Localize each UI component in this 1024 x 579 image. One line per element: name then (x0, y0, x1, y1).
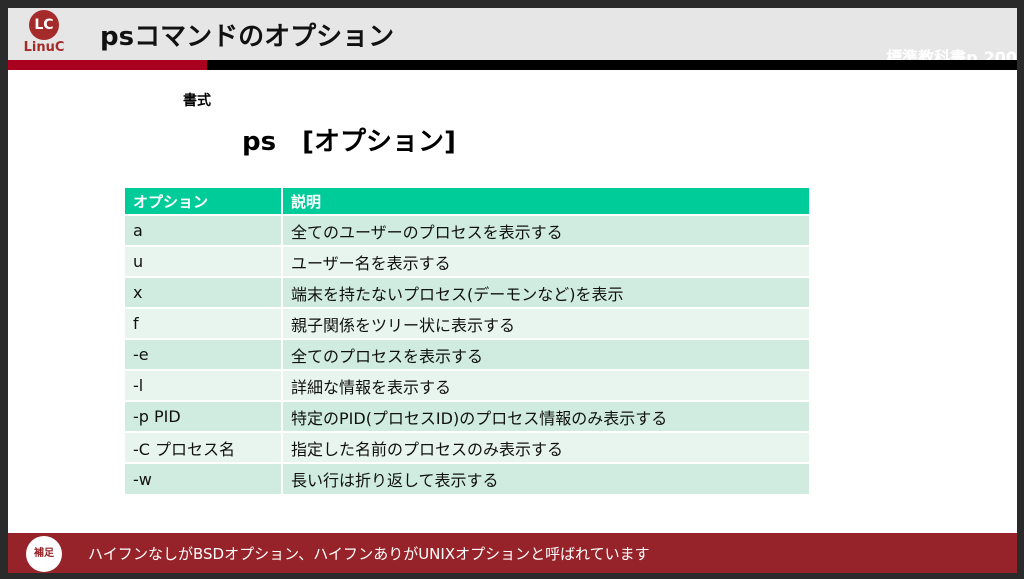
option-cell: x (125, 276, 283, 308)
description-cell: 指定した名前のプロセスのみ表示する (282, 431, 809, 463)
option-cell: -p PID (125, 400, 283, 432)
options-table: オプション 説明 a 全てのユーザーのプロセスを表示する u ユーザー名を表示する x 端… (125, 188, 809, 494)
option-cell: -C プロセス名 (125, 431, 283, 463)
table-row: f 親子関係をツリー状に表示する (125, 307, 809, 339)
header: LC LinuC psコマンドのオプション 標準教科書p.200 (8, 8, 1017, 67)
description-cell: ユーザー名を表示する (282, 245, 809, 277)
description-cell: 詳細な情報を表示する (282, 369, 809, 401)
description-cell: 全てのプロセスを表示する (282, 338, 809, 370)
option-cell: -e (125, 338, 283, 370)
description-cell: 長い行は折り返して表示する (282, 462, 809, 494)
footer: 補足 ハイフンなしがBSDオプション、ハイフンありがUNIXオプションと呼ばれて… (8, 533, 1017, 573)
slide: LC LinuC psコマンドのオプション 標準教科書p.200 書式 ps [… (8, 8, 1017, 573)
option-cell: -w (125, 462, 283, 494)
option-cell: f (125, 307, 283, 339)
format-syntax: ps [オプション] (242, 127, 456, 157)
option-cell: a (125, 214, 283, 246)
table-row: -C プロセス名 指定した名前のプロセスのみ表示する (125, 431, 809, 463)
column-header: 説明 (282, 188, 809, 215)
table-row: a 全てのユーザーのプロセスを表示する (125, 214, 809, 246)
table-row: u ユーザー名を表示する (125, 245, 809, 277)
option-cell: -l (125, 369, 283, 401)
accent-bar-red (8, 60, 207, 70)
table-row: -w 長い行は折り返して表示する (125, 462, 809, 494)
page-title: psコマンドのオプション (100, 22, 395, 52)
option-cell: u (125, 245, 283, 277)
table-row: -l 詳細な情報を表示する (125, 369, 809, 401)
column-header: オプション (125, 188, 283, 215)
linuc-logo: LC LinuC (16, 10, 72, 60)
description-cell: 全てのユーザーのプロセスを表示する (282, 214, 809, 246)
note-badge: 補足 (26, 536, 62, 572)
table-header: オプション 説明 (125, 188, 809, 215)
description-cell: 特定のPID(プロセスID)のプロセス情報のみ表示する (282, 400, 809, 432)
description-cell: 端末を持たないプロセス(デーモンなど)を表示 (282, 276, 809, 308)
table-row: x 端末を持たないプロセス(デーモンなど)を表示 (125, 276, 809, 308)
logo-text: LinuC (23, 40, 65, 55)
table-row: -p PID 特定のPID(プロセスID)のプロセス情報のみ表示する (125, 400, 809, 432)
logo-mark: LC (29, 10, 59, 40)
format-label: 書式 (183, 93, 211, 109)
table-row: -e 全てのプロセスを表示する (125, 338, 809, 370)
description-cell: 親子関係をツリー状に表示する (282, 307, 809, 339)
footer-note: ハイフンなしがBSDオプション、ハイフンありがUNIXオプションと呼ばれています (88, 545, 650, 563)
accent-bar-black (207, 60, 1017, 70)
